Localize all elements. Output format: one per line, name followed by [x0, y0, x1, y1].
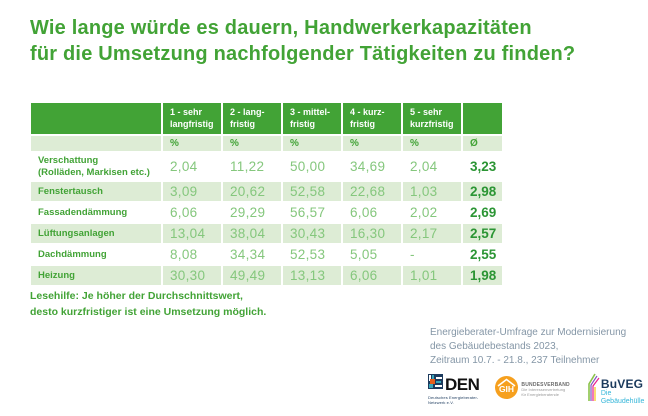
- buveg-logo-wordmark: BuVEG: [600, 376, 644, 391]
- column-header: 2 - lang- fristig: [223, 103, 281, 134]
- value-cell: 30,30: [163, 266, 221, 285]
- value-cell: 16,30: [343, 224, 401, 243]
- avg-cell: 2,69: [470, 205, 497, 220]
- value-cell: 2,04: [410, 159, 438, 174]
- row-label: Fenstertausch: [31, 182, 161, 201]
- row-label: Heizung: [31, 266, 161, 285]
- unit-corner-cell: [31, 136, 161, 151]
- survey-attribution: Energieberater-Umfrage zur Modernisierun…: [430, 327, 627, 367]
- table-row: Verschattung (Rolläden, Markisen etc.) 2,…: [31, 153, 502, 180]
- page-title: Wie lange würde es dauern, Handwerkerkap…: [30, 17, 576, 65]
- table-body: Verschattung (Rolläden, Markisen etc.) 2,…: [31, 153, 502, 285]
- avg-cell: 3,23: [470, 159, 497, 174]
- avg-symbol-cell: Ø: [463, 136, 502, 151]
- buveg-logo-icon: [586, 372, 600, 407]
- column-header: 4 - kurz- fristig: [343, 103, 401, 134]
- table-row: Lüftungsanlagen 13,04 38,04 30,43 16,30 2,17 2…: [31, 224, 502, 243]
- row-label: Dachdämmung: [38, 248, 107, 260]
- results-table-wrap: 1 - sehr langfristig 2 - lang- fristig 3 -…: [29, 101, 504, 287]
- value-cell: 50,00: [290, 159, 326, 174]
- value-cell: 29,29: [230, 205, 266, 220]
- value-cell: 20,62: [223, 182, 281, 201]
- value-cell: 56,57: [290, 205, 326, 220]
- value-cell: 6,06: [170, 205, 198, 220]
- unit-cell: %: [283, 136, 341, 151]
- logo-row: DEN Deutsches Energieberater-Netzwerk e.…: [428, 372, 644, 407]
- row-label: Verschattung (Rolläden, Markisen etc.): [38, 154, 150, 178]
- value-cell: 2,04: [170, 159, 198, 174]
- value-cell: 11,22: [230, 159, 265, 174]
- value-cell: 49,49: [223, 266, 281, 285]
- buveg-logo-tagline: Die Gebäudehülle: [600, 390, 645, 405]
- value-cell: -: [410, 247, 415, 262]
- value-cell: 3,09: [163, 182, 221, 201]
- avg-cell: 2,98: [463, 182, 502, 201]
- buveg-logo: BuVEG Die Gebäudehülle: [586, 372, 645, 407]
- table-row: Fenstertausch 3,09 20,62 52,58 22,68 1,03 2,98: [31, 182, 502, 201]
- gih-logo-tagline: Die Interessenvertretung für Energiebera…: [521, 386, 566, 397]
- den-logo-subtext: Deutsches Energieberater-Netzwerk e.V.: [428, 395, 479, 405]
- value-cell: 52,53: [290, 247, 326, 262]
- value-cell: 34,69: [350, 159, 386, 174]
- header-corner-cell: [31, 103, 161, 134]
- reading-aid: Lesehilfe: Je höher der Durchschnittswer…: [30, 290, 267, 318]
- avg-header-cell: [463, 103, 502, 134]
- column-header: 3 - mittel- fristig: [283, 103, 341, 134]
- value-cell: 6,06: [343, 266, 401, 285]
- value-cell: 13,13: [283, 266, 341, 285]
- value-cell: 2,17: [403, 224, 461, 243]
- header-row: 1 - sehr langfristig 2 - lang- fristig 3 -…: [31, 103, 502, 134]
- value-cell: 22,68: [343, 182, 401, 201]
- value-cell: 6,06: [350, 205, 378, 220]
- den-logo: DEN Deutsches Energieberater-Netzwerk e.…: [428, 374, 480, 405]
- value-cell: 1,01: [403, 266, 461, 285]
- svg-text:GIH: GIH: [499, 384, 514, 394]
- avg-cell: 1,98: [463, 266, 502, 285]
- row-label: Lüftungsanlagen: [31, 224, 161, 243]
- gih-logo-icon: GIH: [495, 375, 519, 404]
- value-cell: 34,34: [230, 247, 266, 262]
- gih-logo-org: BUNDESVERBAND: [521, 381, 570, 388]
- value-cell: 2,02: [410, 205, 438, 220]
- table-head: 1 - sehr langfristig 2 - lang- fristig 3 -…: [31, 103, 502, 151]
- results-table: 1 - sehr langfristig 2 - lang- fristig 3 -…: [29, 101, 504, 287]
- value-cell: 13,04: [163, 224, 221, 243]
- unit-cell: %: [223, 136, 281, 151]
- value-cell: 38,04: [223, 224, 281, 243]
- value-cell: 30,43: [283, 224, 341, 243]
- column-header: 1 - sehr langfristig: [163, 103, 221, 134]
- value-cell: 5,05: [350, 247, 378, 262]
- den-logo-icon: [428, 374, 443, 394]
- column-header: 5 - sehr kurzfristig: [403, 103, 461, 134]
- gih-logo: GIH BUNDESVERBAND Die Interessenvertretu…: [495, 375, 570, 404]
- row-label: Fassadendämmung: [38, 206, 128, 218]
- den-logo-wordmark: DEN: [445, 374, 480, 394]
- value-cell: 8,08: [170, 247, 198, 262]
- unit-row: %%%%% Ø: [31, 136, 502, 151]
- unit-cell: %: [403, 136, 461, 151]
- table-row: Fassadendämmung 6,06 29,29 56,57 6,06 2,02 2,6…: [31, 203, 502, 222]
- value-cell: 52,58: [283, 182, 341, 201]
- unit-cell: %: [343, 136, 401, 151]
- avg-cell: 2,57: [463, 224, 502, 243]
- table-row: Dachdämmung 8,08 34,34 52,53 5,05 - 2,55: [31, 245, 502, 264]
- value-cell: 1,03: [403, 182, 461, 201]
- unit-cell: %: [163, 136, 221, 151]
- table-row: Heizung 30,30 49,49 13,13 6,06 1,01 1,98: [31, 266, 502, 285]
- avg-cell: 2,55: [470, 247, 497, 262]
